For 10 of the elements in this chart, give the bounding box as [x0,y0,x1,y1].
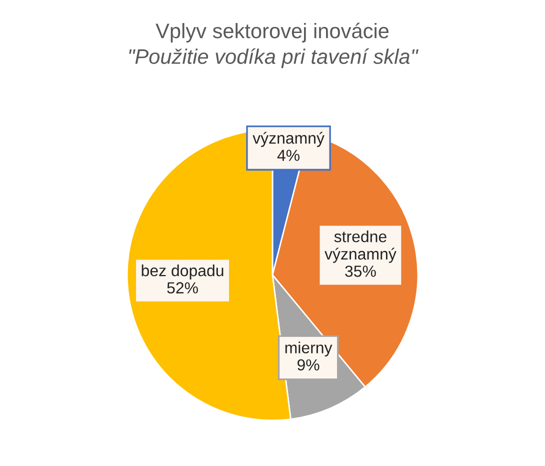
slice-label: významný [252,132,324,147]
chart-title: Vplyv sektorovej inovácie [156,22,389,42]
data-label: 52% [167,282,198,294]
slice-label: bez dopadu [142,264,224,280]
slice-label: stredne významný [324,230,396,263]
data-label: 4% [277,150,300,161]
slice-label: mierny [285,342,332,357]
data-label: 9% [298,359,320,371]
chart-subtitle: "Použitie vodíka pri tavení skla" [129,48,418,68]
data-label: 35% [345,266,376,277]
